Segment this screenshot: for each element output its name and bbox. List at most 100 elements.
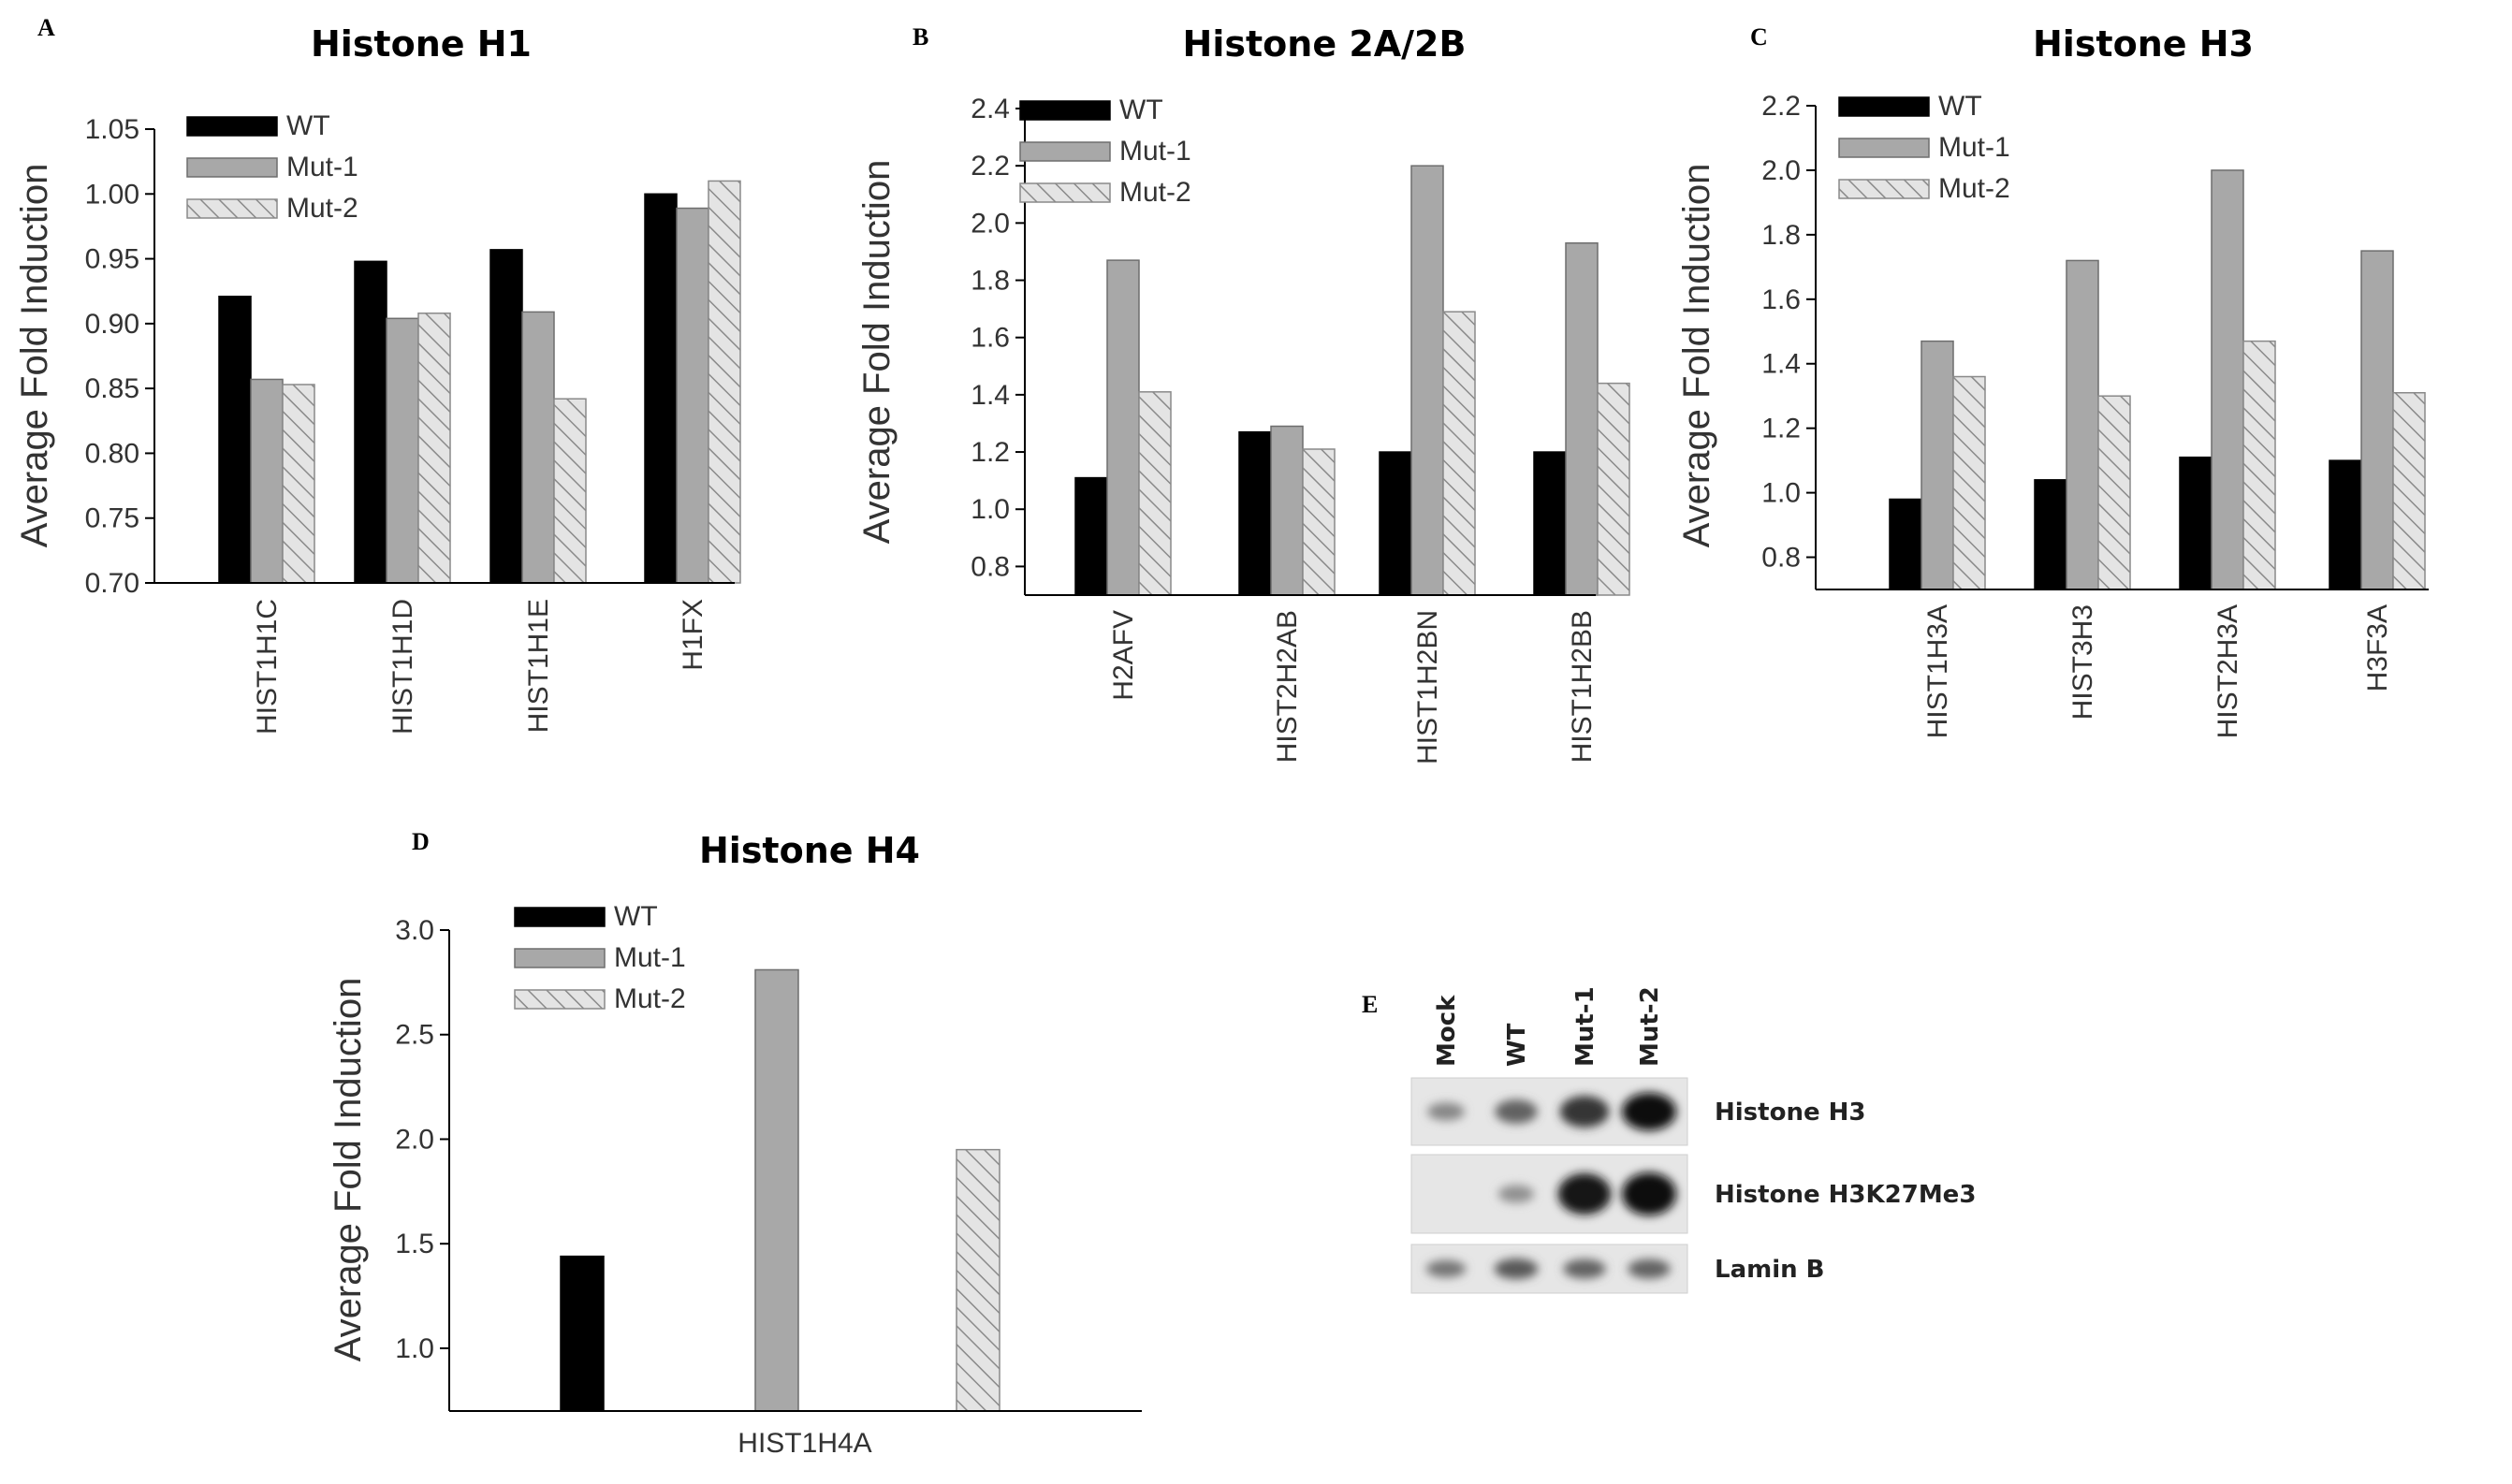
y-tick-label: 1.8	[1761, 220, 1801, 251]
bar-mut-1-h1fx	[676, 207, 709, 584]
legend-label: Mut-2	[1119, 177, 1191, 208]
y-tick-label: 2.0	[395, 1124, 434, 1155]
category-label: HIST1H4A	[738, 1428, 871, 1459]
blot-band	[1559, 1096, 1610, 1128]
legend: WT Mut-1 Mut-2	[186, 110, 358, 224]
blot-band	[1497, 1185, 1535, 1203]
y-tick-label: 0.90	[85, 309, 139, 340]
y-tick-label: 2.4	[971, 94, 1010, 124]
bar-mut-2-hist1h1d	[417, 313, 451, 584]
legend-label: Mut-1	[286, 152, 358, 182]
bar-mut-2-h1fx	[708, 180, 741, 584]
y-tick-label: 0.75	[85, 503, 139, 534]
category-label: H1FX	[678, 599, 708, 671]
bar-wt-h3f3a	[2329, 459, 2362, 590]
bar-mut-2-hist1h3a	[1952, 375, 1986, 590]
panel-letter: A	[37, 14, 55, 41]
y-axis-label: Average Fold Induction	[856, 160, 898, 545]
legend-swatch-mut-2	[1019, 182, 1111, 203]
bar-mut-1-hist1h1d	[386, 317, 419, 584]
y-tick-label: 0.8	[971, 551, 1010, 582]
blot-row: Histone H3	[1410, 1077, 1865, 1146]
y-tick-label: 1.2	[1761, 414, 1801, 444]
bar-mut-1-hist1h1e	[521, 311, 555, 584]
category-label: HIST1H2BB	[1567, 610, 1598, 763]
bar-mut-2-hist1h1c	[282, 384, 315, 584]
legend-swatch-wt	[1838, 96, 1930, 117]
legend: WT Mut-1 Mut-2	[1019, 95, 1191, 208]
bar-mut-2-hist1h1e	[553, 398, 587, 584]
legend-label: WT	[286, 110, 330, 141]
legend: WT Mut-1 Mut-2	[1838, 91, 2010, 204]
legend-swatch-mut-2	[186, 198, 278, 219]
bar-wt-hist3h3	[2034, 479, 2067, 590]
legend-label: Mut-1	[614, 942, 686, 973]
y-tick-label: 2.2	[1761, 91, 1801, 122]
category-label: HIST1H1C	[252, 599, 283, 735]
y-tick-label: 1.5	[395, 1229, 434, 1259]
chart-panel-a: A Histone H1 Average Fold Induction 0.70 0.7…	[14, 14, 741, 735]
legend: WT Mut-1 Mut-2	[514, 901, 686, 1014]
category-label: HIST3H3	[2067, 604, 2098, 720]
legend-swatch-wt	[186, 116, 278, 137]
legend-label: WT	[1938, 91, 1982, 122]
panel-letter: E	[1362, 991, 1378, 1018]
y-tick-label: 1.00	[85, 179, 139, 210]
category-label: HIST1H3A	[1922, 604, 1953, 738]
blot-band	[1495, 1099, 1538, 1124]
bar-mut-1-hist3h3	[2066, 259, 2099, 590]
bar-mut-2-hist2h3a	[2242, 340, 2276, 590]
blot-band	[1557, 1173, 1612, 1215]
legend-label: Mut-1	[1938, 132, 2010, 163]
lane-label: Mut-2	[1636, 986, 1664, 1067]
bar-wt-hist1h2bb	[1533, 451, 1567, 596]
charts-layer: A Histone H1 Average Fold Induction 0.70 0.7…	[14, 14, 2429, 1459]
legend-label: Mut-2	[1938, 173, 2010, 204]
bar-wt-hist1h3a	[1889, 498, 1922, 590]
bar-wt-hist2h2ab	[1238, 430, 1272, 596]
bar-wt-hist2h3a	[2179, 456, 2213, 590]
chart-panel-c: C Histone H3 Average Fold Induction 0.8 1.0 1…	[1676, 23, 2429, 738]
chart-title: Histone H4	[699, 830, 920, 871]
blot-band	[1427, 1102, 1465, 1121]
y-tick-label: 2.0	[1761, 155, 1801, 186]
y-tick-label: 1.05	[85, 114, 139, 145]
legend-swatch-mut-2	[514, 989, 606, 1010]
category-label: HIST2H3A	[2213, 604, 2243, 738]
bar-mut-1-hist1h1c	[250, 378, 284, 584]
bar-mut-1-hist2h3a	[2211, 169, 2244, 590]
chart-title: Histone 2A/2B	[1183, 23, 1467, 65]
bar-wt-hist1h1c	[218, 296, 252, 584]
blot-row: Histone H3K27Me3	[1410, 1154, 1976, 1234]
bar-mut-1-hist2h2ab	[1270, 425, 1304, 596]
blot-band	[1494, 1258, 1539, 1280]
bar-wt-hist1h1d	[354, 260, 387, 584]
y-tick-label: 1.8	[971, 266, 1010, 297]
bar-mut-2-hist2h2ab	[1302, 448, 1336, 596]
western-blot: E Mock WT Mut-1 Mut-2 Histone H3 Histone H3K27…	[1362, 986, 1976, 1294]
category-label: HIST1H1D	[387, 599, 418, 735]
legend-swatch-wt	[514, 907, 606, 927]
blot-band	[1622, 1092, 1676, 1131]
category-label: HIST2H2AB	[1272, 610, 1303, 763]
bar-wt-hist1h1e	[489, 249, 523, 584]
chart-panel-b: B Histone 2A/2B Average Fold Induction 0.8 1…	[856, 23, 1630, 764]
legend-label: WT	[614, 901, 658, 932]
y-axis-label: Average Fold Induction	[328, 978, 369, 1362]
legend-swatch-mut-1	[1838, 138, 1930, 158]
y-tick-label: 1.0	[395, 1333, 434, 1364]
lane-label: WT	[1503, 1023, 1531, 1067]
bar-mut-2-hist3h3	[2097, 395, 2131, 590]
bar-mut-2-hist1h2bn	[1442, 311, 1476, 596]
bar-wt-h1fx	[644, 193, 678, 584]
y-tick-label: 2.2	[971, 151, 1010, 182]
legend-swatch-mut-1	[1019, 141, 1111, 162]
bar-mut-1-hist1h4a	[754, 968, 799, 1412]
y-tick-label: 0.85	[85, 373, 139, 404]
y-tick-label: 1.0	[971, 494, 1010, 525]
category-label: H2AFV	[1108, 610, 1139, 701]
bar-mut-1-h3f3a	[2360, 250, 2394, 590]
legend-label: Mut-2	[614, 983, 686, 1014]
